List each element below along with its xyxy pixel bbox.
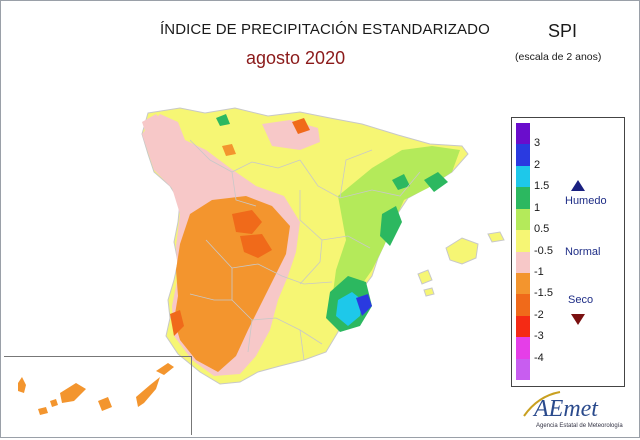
aemet-logo: AEmet [523, 391, 599, 422]
tenerife [60, 383, 86, 403]
legend-swatch [516, 294, 530, 317]
map-period: agosto 2020 [246, 48, 346, 68]
ibiza [417, 269, 433, 285]
legend-swatch [516, 208, 530, 231]
legend-swatch [516, 165, 530, 188]
legend-tick-label: 3 [534, 137, 541, 150]
menorca [487, 231, 505, 243]
legend-tick-label: -2 [534, 308, 544, 321]
mallorca [445, 237, 479, 265]
cyan-cell-murcia [336, 292, 362, 326]
legend-tick-label: -0.5 [534, 244, 553, 257]
category-wet-label: Humedo [565, 195, 607, 207]
green-cell-valencia [380, 206, 402, 246]
category-dry-label: Seco [568, 294, 594, 306]
formentera [423, 287, 435, 297]
green-cell-north [216, 114, 230, 126]
logo-tagline: Agencia Estatal de Meteorología [536, 423, 623, 429]
index-name: SPI [548, 21, 578, 41]
la-gomera [50, 399, 58, 407]
orange-cell-north [292, 118, 310, 134]
legend-tick-label: -1 [534, 265, 544, 278]
legend-panel [511, 117, 625, 387]
blue-cell-alicante [356, 294, 372, 316]
la-palma [18, 377, 26, 393]
dry-arrow-icon [571, 314, 585, 325]
legend-tick-label: 1.5 [534, 180, 550, 193]
legend-swatch [516, 272, 530, 295]
legend-tick-label: -4 [534, 351, 544, 364]
legend-tick-label: -1.5 [534, 287, 553, 300]
orange-cell-leon [222, 144, 236, 156]
legend-swatch [516, 187, 530, 210]
legend-swatch [516, 144, 530, 167]
el-hierro [38, 407, 48, 415]
legend-swatch [516, 251, 530, 274]
gran-canaria [98, 397, 112, 411]
fuerteventura [136, 377, 160, 407]
time-scale-note: (escala de 2 anos) [515, 51, 602, 63]
province-borders [189, 139, 421, 361]
logo-wordmark: AEmet [532, 396, 599, 422]
map-title: ÍNDICE DE PRECIPITACIÓN ESTANDARIZADO [160, 21, 490, 38]
dark-orange-cell-2 [240, 234, 272, 258]
legend-tick-label: 1 [534, 201, 541, 214]
legend-tick-label: 2 [534, 158, 541, 171]
pink-zone-galicia [142, 114, 166, 140]
legend-tick-label: 0.5 [534, 223, 550, 236]
green-cell-catalonia [392, 174, 410, 190]
green-cell-barcelona [424, 172, 448, 192]
legend-swatch [516, 315, 530, 338]
canary-islands-inset [4, 356, 192, 435]
legend-tick-label: -3 [534, 330, 544, 343]
legend-swatch [516, 358, 530, 381]
legend-swatch [516, 123, 530, 145]
wet-arrow-icon [571, 180, 585, 191]
light-green-zone-east [332, 146, 460, 302]
legend-swatch [516, 230, 530, 252]
lanzarote [156, 363, 174, 375]
canary-islands-map [18, 363, 174, 415]
dark-orange-cell-3 [170, 310, 184, 336]
dark-orange-cell-1 [232, 210, 262, 234]
category-normal-label: Normal [565, 246, 601, 258]
legend-swatch [516, 337, 530, 360]
